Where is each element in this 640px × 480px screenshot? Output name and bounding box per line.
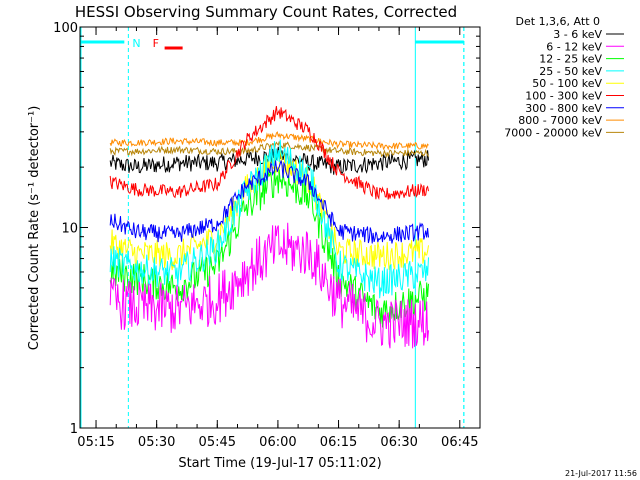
legend-label-0: 3 - 6 keV: [553, 28, 602, 41]
annotation-f: F: [153, 37, 159, 50]
x-tick-label-5: 06:30: [380, 435, 417, 450]
y-tick-label-1: 10: [61, 222, 78, 237]
x-tick-label-2: 05:45: [199, 435, 236, 450]
y-tick-label-2: 100: [53, 21, 78, 36]
legend-title: Det 1,3,6, Att 0: [516, 15, 600, 28]
y-axis-label: Corrected Count Rate (s⁻¹ detector⁻¹): [27, 106, 42, 351]
series-line-7: [109, 131, 429, 151]
axes: 05:15 05:30 05:45 06:00 06:15 06:30 06:45 1 10 10…: [53, 21, 480, 450]
x-tick-label-3: 06:00: [259, 435, 296, 450]
x-tick-label-0: 05:15: [77, 435, 114, 450]
series-line-4: [109, 150, 429, 271]
x-axis-label: Start Time (19-Jul-17 05:11:02): [178, 456, 381, 471]
legend-label-5: 100 - 300 keV: [525, 90, 602, 103]
timestamp: 21-Jul-2017 11:56: [565, 469, 637, 478]
series-line-5: [109, 106, 429, 200]
y-tick-label-0: 1: [70, 422, 78, 437]
x-tick-label-6: 06:45: [441, 435, 478, 450]
legend-label-7: 800 - 7000 keV: [518, 114, 602, 127]
chart-title: HESSI Observing Summary Count Rates, Cor…: [75, 3, 457, 21]
x-tick-label-4: 06:15: [320, 435, 357, 450]
series-line-6: [109, 160, 429, 244]
legend-label-4: 50 - 100 keV: [532, 77, 602, 90]
legend-label-3: 25 - 50 keV: [539, 65, 602, 78]
legend-label-6: 300 - 800 keV: [525, 102, 602, 115]
series-line-1: [109, 222, 429, 349]
series-line-8: [109, 141, 429, 159]
annotation-n: N: [132, 37, 140, 50]
legend-label-8: 7000 - 20000 keV: [504, 126, 602, 139]
legend-label-2: 12 - 25 keV: [539, 53, 602, 66]
legend-label-1: 6 - 12 keV: [546, 40, 602, 53]
series-line-3: [109, 139, 429, 299]
x-tick-label-1: 05:30: [138, 435, 175, 450]
